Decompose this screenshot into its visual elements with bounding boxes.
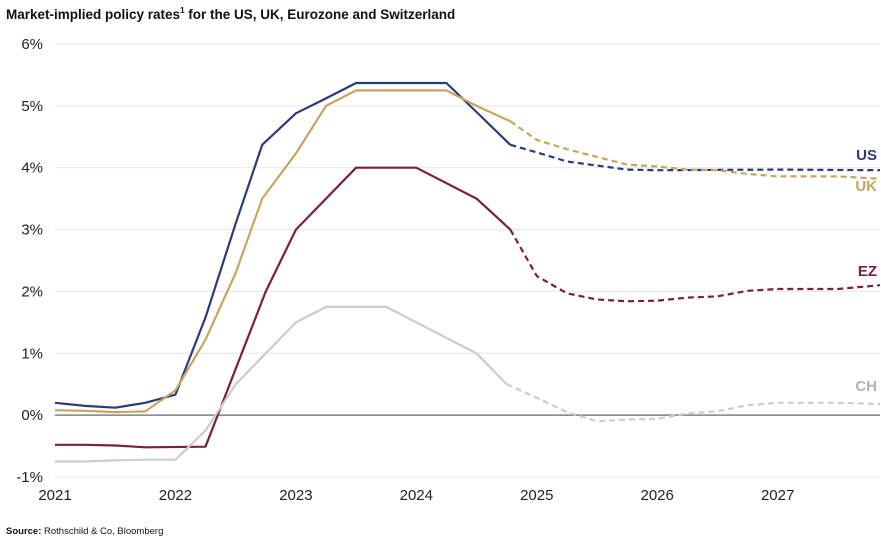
grid-lines xyxy=(55,43,880,478)
series-ez-forecast-line xyxy=(509,229,881,303)
chart-title-rest: for the US, UK, Eurozone and Switzerland xyxy=(184,7,456,22)
source-text: Rothschild & Co, Bloomberg xyxy=(44,526,164,537)
x-tick-label: 2027 xyxy=(761,487,794,504)
series-label-ez: EZ xyxy=(858,263,877,280)
x-tick-label: 2021 xyxy=(38,487,71,504)
series-ch-actual-line xyxy=(55,305,508,463)
y-tick-label: 2% xyxy=(21,283,43,300)
chart-title-footnote: 1 xyxy=(180,6,185,15)
series-label-us: US xyxy=(856,147,877,164)
series-ez-actual-line xyxy=(55,166,512,449)
x-tick-label: 2025 xyxy=(520,487,553,504)
x-tick-label: 2022 xyxy=(159,487,192,504)
series-us-forecast-line xyxy=(510,143,881,172)
x-tick-label: 2023 xyxy=(279,487,312,504)
y-tick-label: 1% xyxy=(21,345,43,362)
y-tick-label: 4% xyxy=(21,160,43,177)
x-tick-label: 2026 xyxy=(641,487,674,504)
source-label: Source: xyxy=(6,526,42,537)
y-tick-label: 5% xyxy=(21,98,43,115)
series-lines xyxy=(54,81,881,463)
y-tick-label: -1% xyxy=(16,469,43,486)
chart-title-main: Market-implied policy rates xyxy=(6,7,181,22)
series-label-uk: UK xyxy=(855,178,877,195)
series-label-ch: CH xyxy=(855,378,877,395)
x-axis-ticks: 2021 2022 2023 2024 2025 2026 2027 xyxy=(38,487,794,504)
series-labels: US UK EZ CH xyxy=(855,147,877,395)
series-uk-forecast-line xyxy=(509,120,881,180)
y-tick-label: 3% xyxy=(21,222,43,239)
chart-title: Market-implied policy rates1 for the US,… xyxy=(6,6,456,22)
series-ch-forecast-line xyxy=(506,383,881,423)
y-tick-label: 6% xyxy=(21,36,43,53)
y-axis-ticks: -1% 0% 1% 2% 3% 4% 5% 6% xyxy=(16,36,43,486)
series-uk-actual-line xyxy=(54,89,511,414)
x-tick-label: 2024 xyxy=(400,487,433,504)
source-note: Source: Rothschild & Co, Bloomberg xyxy=(6,526,163,537)
series-us-actual-line xyxy=(54,81,512,409)
y-tick-label: 0% xyxy=(21,407,43,424)
